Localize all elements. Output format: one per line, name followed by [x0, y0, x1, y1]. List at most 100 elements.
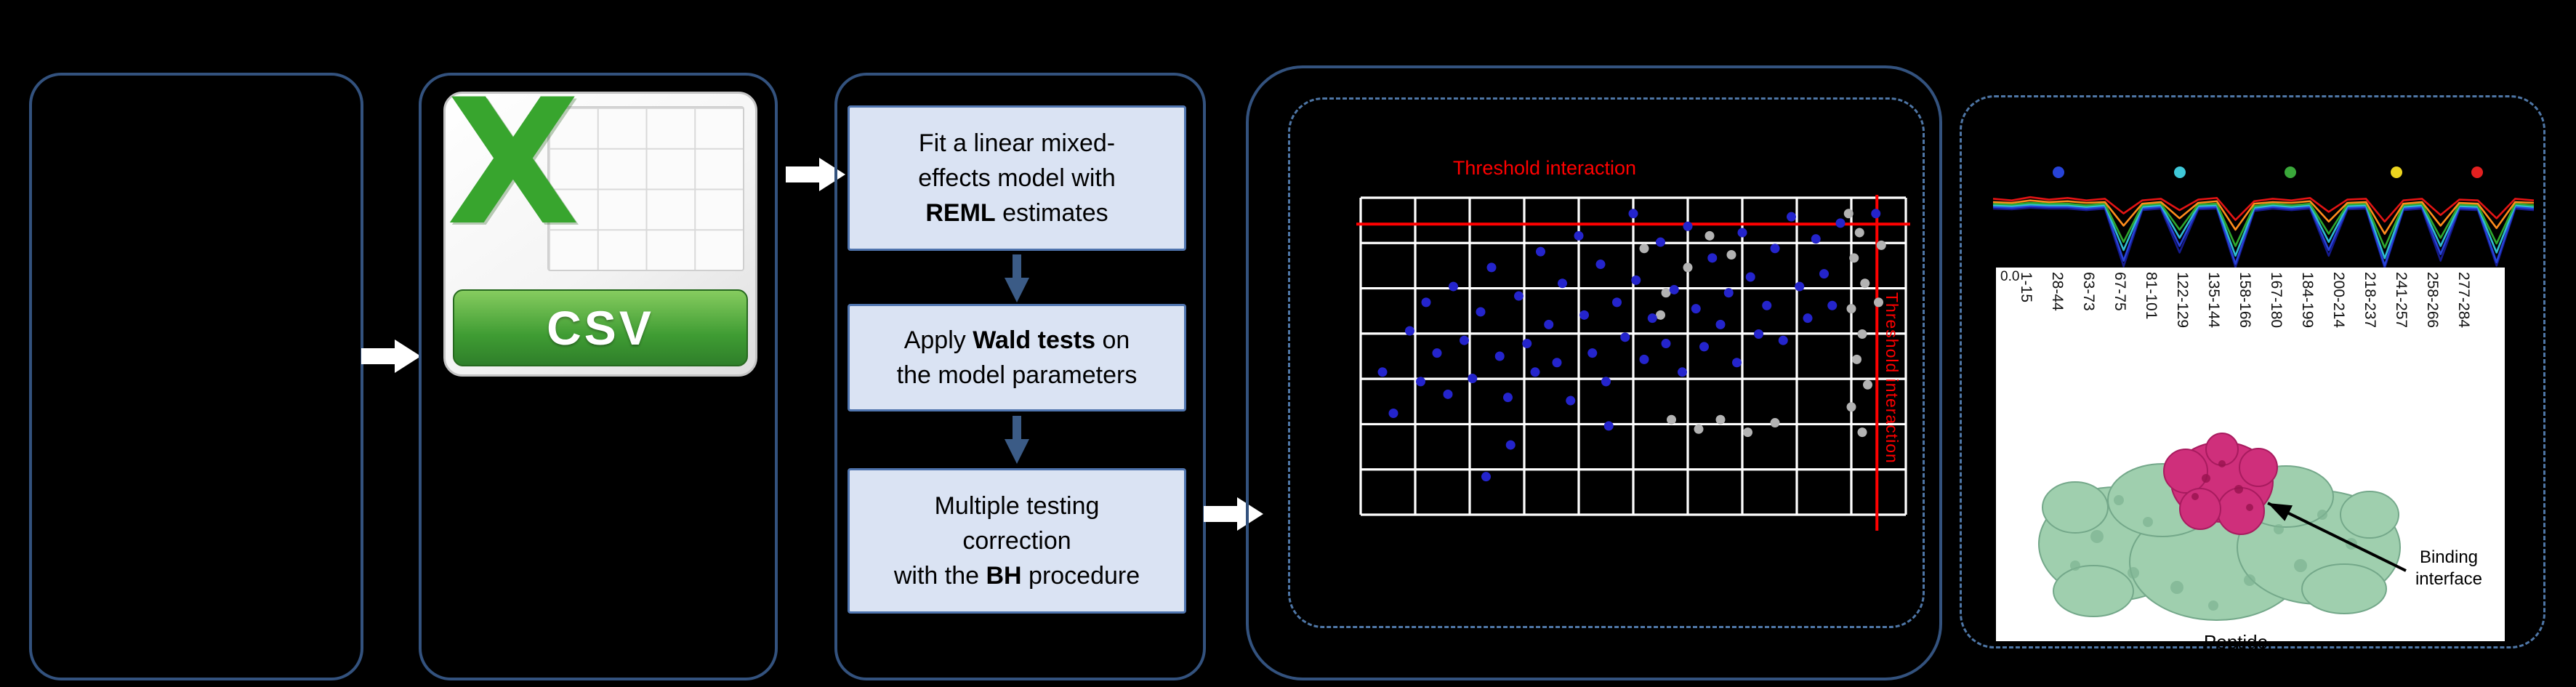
scatter-point [1639, 244, 1649, 254]
scatter-point [1743, 427, 1752, 438]
condition-legend-dots [2053, 166, 2483, 178]
scatter-point [1699, 342, 1709, 352]
down-arrow-icon [1005, 416, 1029, 464]
scatter-point [1552, 358, 1562, 368]
peptide-tick-label: 122-129 [2174, 272, 2191, 329]
peptide-tick-label: 167-180 [2268, 272, 2285, 329]
peptide-profile-chart [1992, 166, 2535, 269]
scatter-point [1854, 228, 1864, 238]
scatter-point [1754, 329, 1763, 339]
scatter-point [1661, 288, 1671, 298]
scatter-point [1691, 304, 1701, 314]
excel-x-glyph: X [446, 63, 580, 265]
model-steps-box [834, 73, 1206, 680]
scatter-point [1460, 335, 1469, 345]
profile-line-green [1992, 201, 2535, 249]
scatter-point [1566, 395, 1576, 406]
peptide-tick-label: 81-101 [2143, 272, 2160, 320]
volcano-dashed-panel [1288, 97, 1925, 628]
scatter-point [1443, 389, 1453, 399]
peptide-tick-label: 1-15 [2018, 272, 2034, 303]
scatter-point [1628, 209, 1638, 219]
scatter-point [1852, 354, 1861, 364]
step-fit-model: Fit a linear mixed- effects model with R… [848, 105, 1186, 251]
profile-line-blue [1992, 205, 2535, 267]
scatter-point [1770, 244, 1780, 254]
scatter-point [1639, 354, 1649, 364]
scatter-point [1715, 319, 1726, 329]
scatter-point [1476, 307, 1486, 317]
scatter-point [1601, 377, 1611, 387]
csv-file-box [419, 73, 778, 680]
peptide-axis-panel: 0.0 1-15 28-44 63-73 67-75 81-101 122-129 135-… [1996, 268, 2505, 653]
scatter-point [1603, 421, 1614, 431]
volcano-result-box [1246, 65, 1942, 680]
scatter-point [1620, 332, 1630, 342]
profile-dashed-panel [1960, 95, 2545, 648]
profile-lines [1992, 196, 2535, 269]
scatter-point [1715, 414, 1726, 425]
peptide-tick-label: 184-199 [2299, 272, 2316, 329]
binding-interface-label: Binding interface [2415, 547, 2483, 589]
scatter-point [1574, 230, 1584, 241]
peptide-tick-label: 200-214 [2330, 272, 2347, 329]
scatter-point [1835, 218, 1846, 228]
legend-dot-icon [2471, 166, 2483, 178]
scatter-point [1849, 253, 1859, 263]
scatter-point [1432, 348, 1442, 358]
profile-line-orange [1992, 199, 2535, 235]
profile-line-navy [1992, 206, 2535, 269]
scatter-point [1787, 212, 1796, 222]
step-fit-model-text: Fit a linear mixed- effects model with R… [918, 129, 1116, 228]
binding-interface-region [2163, 433, 2278, 535]
scatter-point [1656, 237, 1665, 247]
scatter-point [1631, 275, 1641, 285]
peptide-tick-label: 63-73 [2080, 272, 2097, 311]
scatter-point [1683, 262, 1693, 273]
scatter-point [1846, 402, 1856, 412]
scatter-point [1661, 339, 1671, 349]
volcano-plot [1356, 195, 1910, 531]
threshold-interaction-label: Threshold interaction [1452, 157, 1637, 179]
spreadsheet-grid [547, 105, 745, 272]
y-axis-tick-label: 0.0 [2000, 269, 2020, 284]
scatter-point [1737, 228, 1747, 238]
scatter-point [1449, 281, 1458, 292]
peptide-tick-label: 277-284 [2455, 272, 2472, 329]
scatter-point [1846, 304, 1856, 314]
scatter-point [1857, 329, 1867, 339]
step-wald-tests: Apply Wald tests on the model parameters [848, 304, 1186, 411]
scatter-point [1503, 393, 1513, 403]
scatter-point [1667, 414, 1676, 425]
profile-line-cyan [1992, 203, 2535, 260]
scatter-point [1778, 335, 1788, 345]
legend-dot-icon [2053, 166, 2064, 178]
scatter-point [1558, 278, 1567, 289]
flow-arrow-icon [361, 337, 422, 375]
threshold-side-label: Threshold interaction [1883, 292, 1901, 464]
scatter-point [1762, 300, 1772, 310]
scatter-point [1656, 310, 1665, 320]
scatter-point [1874, 297, 1883, 308]
scatter-point [1612, 297, 1622, 308]
legend-dot-icon [2174, 166, 2186, 178]
scatter-point [1819, 269, 1829, 279]
scatter-point [1726, 249, 1736, 260]
scatter-point [1514, 291, 1524, 301]
scatter-point [1494, 351, 1505, 361]
scatter-point [1704, 230, 1715, 241]
scatter-point [1694, 424, 1704, 434]
scatter-point [1803, 313, 1813, 324]
profile-line-red [1992, 196, 2535, 223]
scatter-point [1745, 272, 1755, 282]
peptide-tick-label: 218-237 [2362, 272, 2378, 329]
scatter-point [1522, 339, 1532, 349]
scatter-point [1468, 374, 1478, 384]
peptide-tick-label: 135-144 [2205, 272, 2222, 329]
grid-lines [1359, 196, 1907, 516]
peptide-tick-label: 67-75 [2112, 272, 2128, 311]
scatter-point [1876, 240, 1886, 250]
significant-points [1377, 209, 1881, 482]
legend-dot-icon [2285, 166, 2296, 178]
nonsignificant-points [1639, 209, 1886, 438]
